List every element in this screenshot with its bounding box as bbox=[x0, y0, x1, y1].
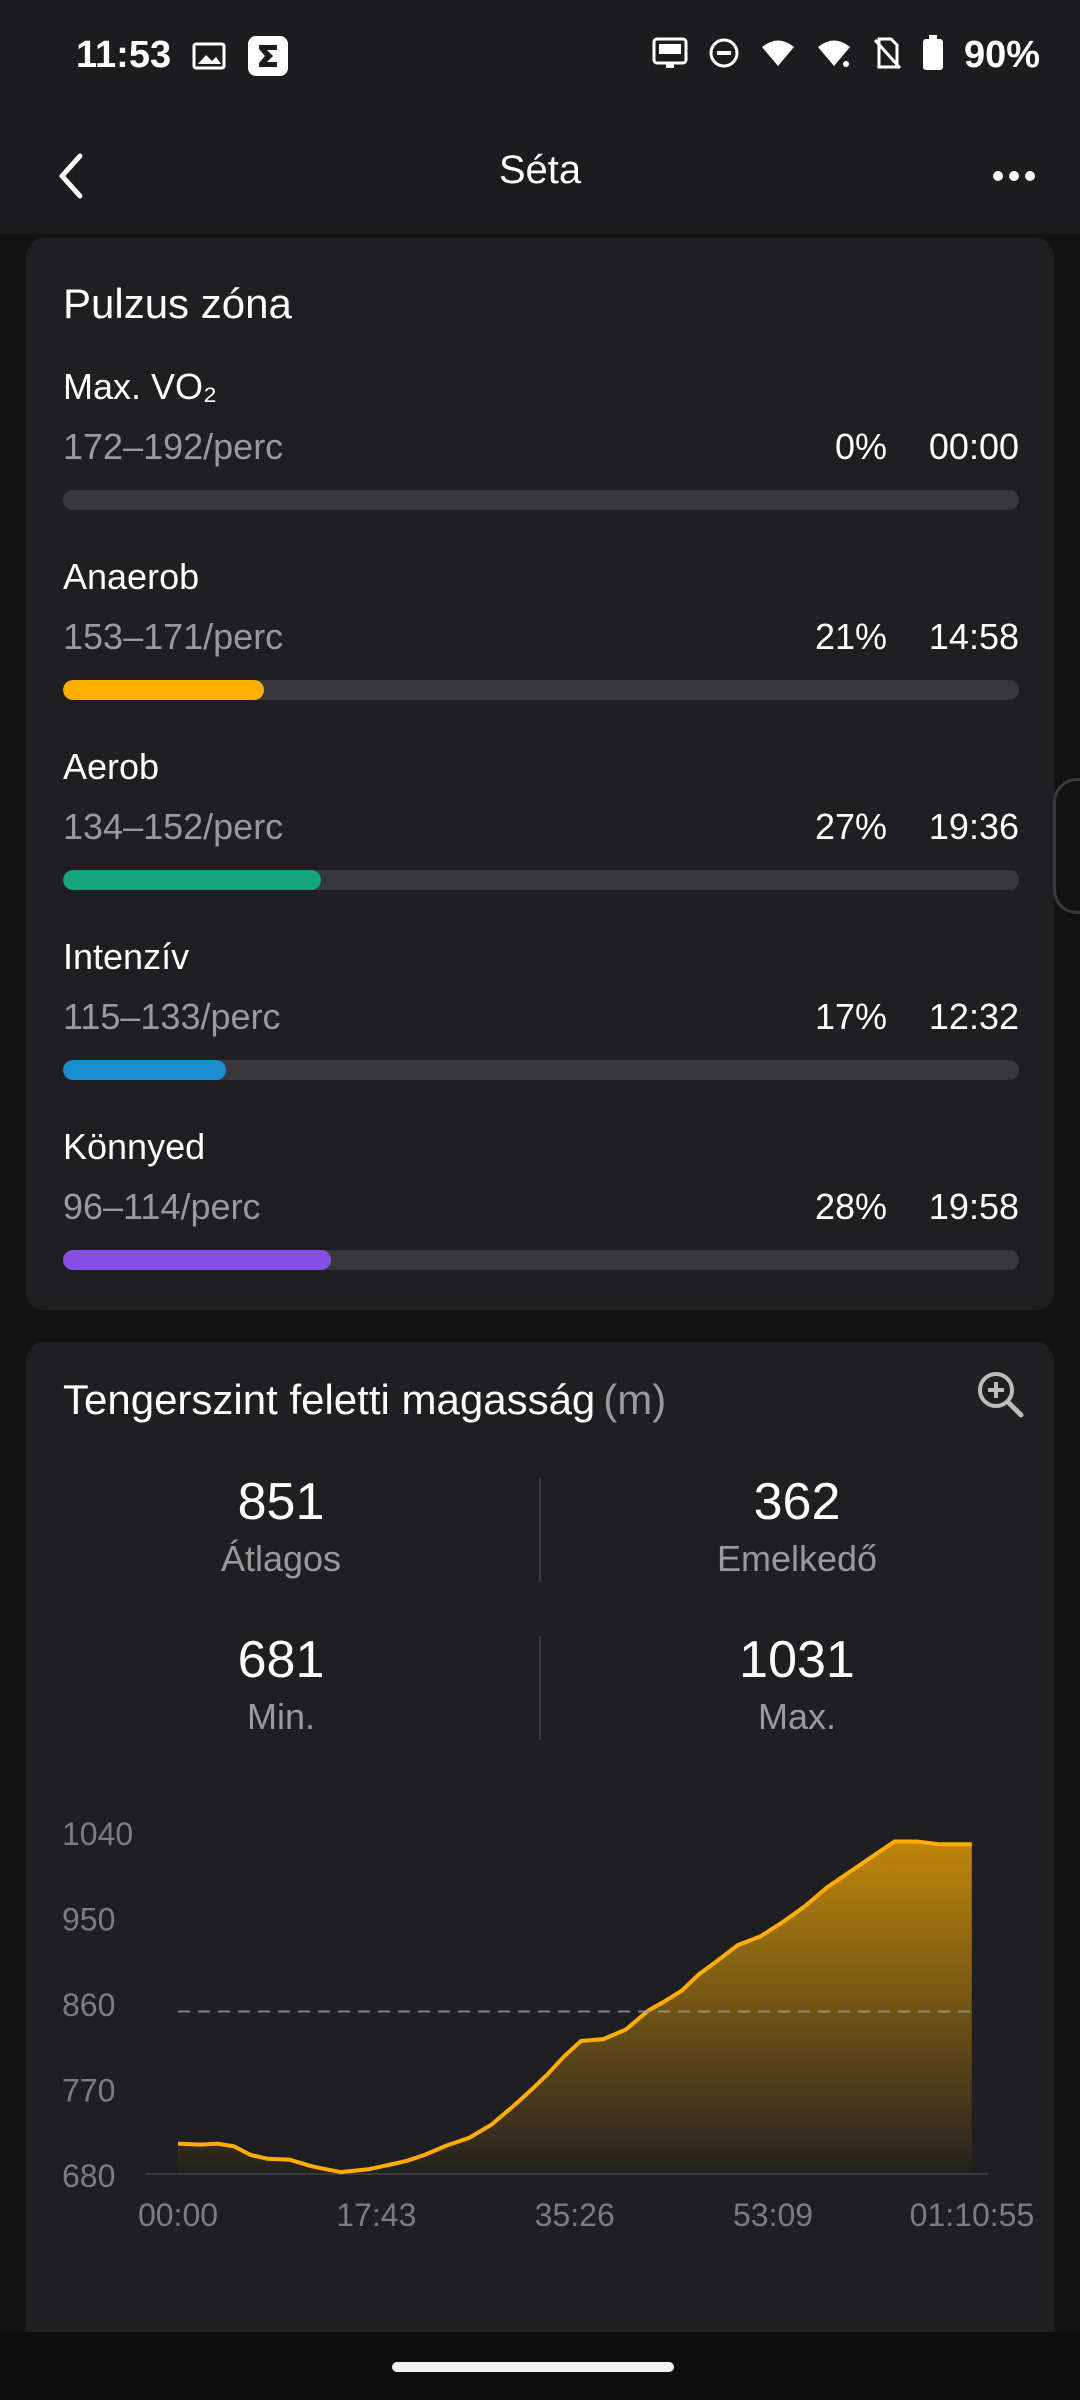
x-tick-label: 17:43 bbox=[336, 2197, 416, 2233]
zoom-button[interactable] bbox=[968, 1362, 1032, 1426]
stat-label: Max. bbox=[757, 1696, 836, 1737]
page-title: Séta bbox=[498, 148, 582, 192]
zoom-in-icon bbox=[978, 1372, 1024, 1418]
zone-time: 00:00 bbox=[928, 426, 1019, 467]
stat-value: 362 bbox=[753, 1473, 841, 1531]
stat-value: 681 bbox=[237, 1631, 325, 1689]
stat-label: Emelkedő bbox=[716, 1538, 878, 1579]
more-options-button[interactable] bbox=[974, 140, 1054, 212]
zone-progress-fill bbox=[63, 870, 322, 890]
stat-max: 1031 Max. bbox=[567, 1630, 1027, 1738]
heart-rate-zone-title: Pulzus zóna bbox=[63, 280, 292, 327]
wifi-icon bbox=[760, 38, 796, 73]
zone-anaerob: Anaerob 153–171/perc 21% 14:58 bbox=[63, 556, 1019, 726]
chevron-left-icon bbox=[59, 153, 83, 199]
zone-intenziv: Intenzív 115–133/perc 17% 12:32 bbox=[63, 936, 1019, 1106]
side-panel-handle[interactable] bbox=[1053, 778, 1080, 914]
zone-aerob: Aerob 134–152/perc 27% 19:36 bbox=[63, 746, 1019, 916]
stat-ascent: 362 Emelkedő bbox=[567, 1472, 1027, 1580]
zone-percent: 0% bbox=[834, 426, 887, 467]
zone-range: 115–133/perc bbox=[63, 996, 281, 1037]
zone-range: 96–114/perc bbox=[63, 1186, 261, 1227]
do-not-disturb-icon bbox=[708, 37, 740, 74]
zone-progress-track bbox=[63, 870, 1019, 890]
zone-name: Anaerob bbox=[63, 556, 200, 597]
zone-max-vo2: Max. VO₂ 172–192/perc 0% 00:00 bbox=[63, 366, 1019, 536]
status-bar: 11:53 90% bbox=[0, 0, 1080, 118]
stat-value: 851 bbox=[237, 1473, 325, 1531]
stat-label: Min. bbox=[246, 1696, 315, 1737]
zone-progress-track bbox=[63, 490, 1019, 510]
altitude-unit: (m) bbox=[603, 1376, 667, 1423]
home-indicator[interactable] bbox=[392, 2362, 674, 2372]
zone-progress-fill bbox=[63, 680, 264, 700]
stat-divider bbox=[539, 1478, 541, 1582]
zone-percent: 21% bbox=[814, 616, 887, 657]
navigation-bar bbox=[0, 2332, 1080, 2400]
zone-name: Könnyed bbox=[63, 1126, 206, 1167]
stat-label: Átlagos bbox=[220, 1538, 342, 1579]
x-tick-label: 00:00 bbox=[138, 2197, 218, 2233]
zone-progress-track bbox=[63, 1250, 1019, 1270]
zone-time: 12:32 bbox=[928, 996, 1019, 1037]
zone-progress-track bbox=[63, 680, 1019, 700]
zone-progress-fill bbox=[63, 1250, 331, 1270]
wifi-icon bbox=[816, 38, 852, 73]
zone-name: Max. VO₂ bbox=[63, 366, 218, 407]
sigma-app-icon bbox=[248, 36, 288, 81]
gallery-icon bbox=[192, 41, 226, 76]
zone-time: 19:58 bbox=[928, 1186, 1019, 1227]
zone-range: 153–171/perc bbox=[63, 616, 284, 657]
zone-progress-fill bbox=[63, 1060, 226, 1080]
auto-hz-icon bbox=[652, 36, 688, 75]
zone-name: Intenzív bbox=[63, 936, 190, 977]
status-time: 11:53 bbox=[76, 34, 172, 76]
x-tick-label: 53:09 bbox=[733, 2197, 813, 2233]
altitude-card: Tengerszint feletti magasság (m) 851 Átla… bbox=[26, 1342, 1054, 2352]
altitude-title-text: Tengerszint feletti magasság bbox=[63, 1376, 596, 1423]
altitude-area bbox=[178, 1841, 972, 2174]
y-tick-label: 680 bbox=[62, 2158, 115, 2194]
zone-percent: 28% bbox=[814, 1186, 887, 1227]
stat-min: 681 Min. bbox=[51, 1630, 511, 1738]
zone-percent: 17% bbox=[814, 996, 887, 1037]
y-tick-label: 860 bbox=[62, 1987, 115, 2023]
battery-icon bbox=[922, 35, 944, 76]
status-notification-icons bbox=[192, 36, 288, 81]
y-tick-label: 950 bbox=[62, 1902, 115, 1938]
altitude-line bbox=[177, 1839, 972, 2175]
altitude-chart: 1040 950 860 770 680 00:00 17:43 35:26 53:09 01:1… bbox=[62, 1816, 1035, 2233]
stat-value: 1031 bbox=[739, 1631, 855, 1689]
zone-range: 172–192/perc bbox=[63, 426, 284, 467]
x-tick-label: 01:10:55 bbox=[910, 2197, 1035, 2233]
zone-name: Aerob bbox=[63, 746, 160, 787]
heart-rate-zone-card: Pulzus zóna Max. VO₂ 172–192/perc 0% 00:… bbox=[26, 238, 1054, 1310]
more-horizontal-icon bbox=[993, 171, 1035, 181]
zone-progress-track bbox=[63, 1060, 1019, 1080]
x-tick-label: 35:26 bbox=[535, 2197, 615, 2233]
zone-range: 134–152/perc bbox=[63, 806, 284, 847]
zone-konnyed: Könnyed 96–114/perc 28% 19:58 bbox=[63, 1126, 1019, 1296]
app-bar: Séta bbox=[0, 118, 1080, 234]
stat-divider bbox=[539, 1636, 541, 1740]
altitude-title: Tengerszint feletti magasság (m) bbox=[63, 1376, 666, 1424]
back-button[interactable] bbox=[36, 140, 108, 212]
zone-time: 14:58 bbox=[928, 616, 1019, 657]
zone-time: 19:36 bbox=[928, 806, 1019, 847]
no-sim-icon bbox=[872, 36, 902, 75]
battery-percentage: 90% bbox=[963, 34, 1040, 76]
zone-percent: 27% bbox=[814, 806, 887, 847]
y-tick-label: 770 bbox=[62, 2073, 115, 2109]
status-system-icons: 90% bbox=[652, 34, 1040, 77]
stat-average: 851 Átlagos bbox=[51, 1472, 511, 1580]
y-tick-label: 1040 bbox=[62, 1816, 133, 1852]
